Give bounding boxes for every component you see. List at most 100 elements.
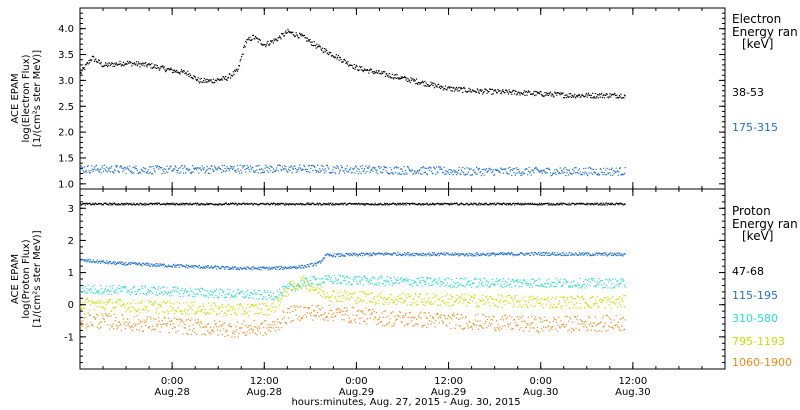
data-point — [322, 281, 324, 283]
data-point — [417, 203, 420, 205]
data-point — [227, 304, 229, 306]
data-point — [409, 169, 411, 171]
data-point — [468, 252, 470, 254]
data-point — [174, 290, 176, 292]
data-point — [114, 292, 116, 294]
data-point — [134, 290, 136, 292]
data-point — [205, 81, 207, 83]
data-point — [610, 96, 612, 98]
data-point — [297, 267, 299, 269]
data-point — [603, 94, 605, 96]
data-point — [490, 168, 492, 171]
data-point — [109, 62, 111, 64]
data-point — [122, 314, 124, 316]
data-point — [314, 263, 316, 265]
data-point — [151, 202, 153, 204]
data-point — [450, 283, 452, 285]
data-point — [344, 277, 346, 279]
data-point — [467, 90, 469, 92]
data-point — [585, 301, 587, 304]
data-point — [496, 253, 498, 255]
data-point — [86, 298, 88, 300]
data-point — [254, 171, 256, 173]
data-point — [466, 253, 468, 255]
data-point — [84, 308, 86, 310]
data-point — [285, 266, 287, 268]
data-point — [436, 171, 438, 173]
data-point — [299, 203, 301, 205]
data-point — [556, 94, 558, 96]
data-point — [209, 294, 211, 296]
data-point — [416, 170, 418, 173]
data-point — [159, 304, 161, 306]
data-point — [621, 203, 623, 205]
data-point — [359, 65, 361, 68]
data-point — [350, 64, 352, 66]
data-point — [447, 252, 449, 254]
data-point — [207, 312, 209, 314]
data-point — [394, 282, 396, 285]
data-point — [348, 281, 350, 283]
data-point — [270, 40, 272, 42]
data-point — [225, 266, 227, 268]
data-point — [397, 78, 400, 80]
data-point — [528, 252, 530, 254]
data-point — [259, 39, 261, 41]
data-point — [410, 170, 412, 172]
data-point — [588, 203, 590, 205]
data-point — [300, 203, 302, 205]
data-point — [218, 267, 221, 269]
data-point — [265, 299, 268, 301]
data-point — [279, 203, 281, 205]
data-point — [252, 34, 254, 37]
data-point — [378, 303, 380, 305]
data-point — [474, 253, 476, 255]
data-point — [92, 171, 94, 173]
data-point — [480, 279, 482, 281]
data-point — [466, 91, 468, 93]
data-point — [170, 302, 172, 304]
data-point — [212, 267, 214, 269]
data-point — [210, 304, 212, 306]
data-point — [577, 296, 579, 298]
data-point — [241, 56, 243, 58]
data-point — [118, 303, 120, 305]
data-point — [231, 295, 233, 297]
data-point — [365, 295, 367, 297]
data-point — [504, 92, 506, 94]
data-point — [531, 203, 533, 205]
data-point — [505, 280, 507, 283]
data-point — [404, 252, 406, 254]
data-point — [100, 260, 102, 262]
data-point — [265, 305, 267, 307]
data-point — [128, 203, 130, 205]
data-point — [536, 169, 538, 171]
data-point — [211, 165, 213, 167]
data-point — [245, 268, 248, 270]
data-point — [175, 166, 177, 168]
data-point — [603, 204, 605, 206]
data-point — [136, 203, 138, 205]
data-point — [152, 67, 154, 69]
data-point — [196, 265, 198, 267]
data-point — [579, 171, 581, 173]
data-point — [465, 253, 467, 255]
data-point — [299, 266, 301, 268]
data-point — [310, 41, 312, 43]
data-point — [351, 65, 353, 67]
data-point — [400, 254, 402, 256]
data-point — [320, 278, 322, 280]
data-point — [277, 204, 279, 206]
data-point — [425, 281, 427, 283]
data-point — [443, 166, 445, 168]
data-point — [369, 283, 371, 285]
data-point — [275, 266, 277, 268]
data-point — [554, 306, 556, 309]
data-point — [621, 202, 623, 205]
data-point — [104, 64, 106, 66]
data-point — [337, 203, 339, 205]
data-point — [291, 31, 293, 33]
data-point — [161, 263, 163, 265]
data-point — [431, 254, 433, 257]
data-point — [459, 300, 461, 302]
